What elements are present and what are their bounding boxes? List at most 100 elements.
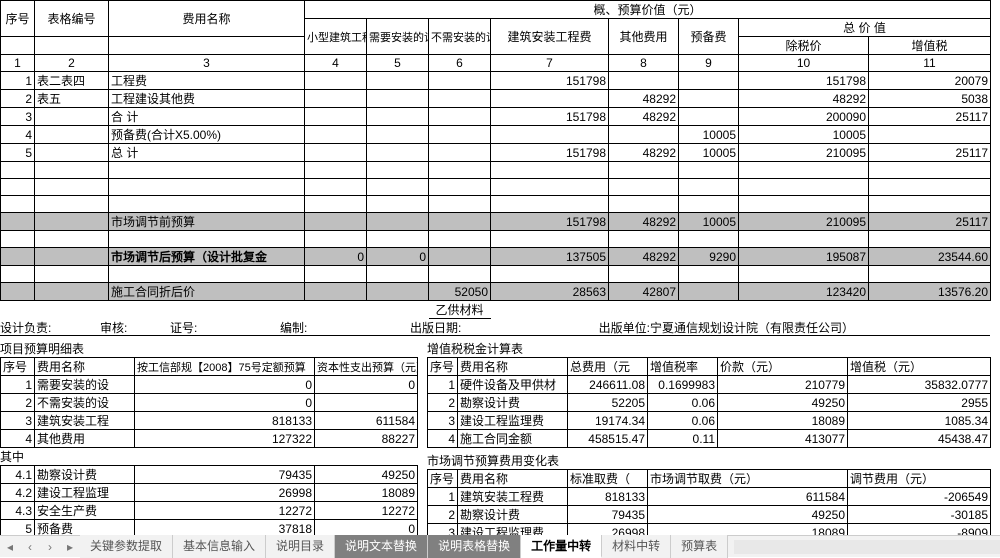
table-row[interactable]: 1建筑安装工程费818133611584-206549 <box>428 488 991 506</box>
cell <box>35 126 109 144</box>
table-row[interactable]: 2勘察设计费7943549250-30185 <box>428 506 991 524</box>
cell: 市场调节前预算 <box>109 213 305 231</box>
hdr: 调节费用（元） <box>848 470 991 488</box>
detail-header-row: 序号 费用名称 按工信部规【2008】75号定额预算 资本性支出预算（元） <box>1 358 418 376</box>
detail-table: 序号 费用名称 按工信部规【2008】75号定额预算 资本性支出预算（元） 1需… <box>0 357 418 448</box>
cell: 4 <box>1 126 35 144</box>
cell: 施工合同金额 <box>458 430 568 448</box>
shaded-row-pre[interactable]: 市场调节前预算 151798 48292 10005 210095 25117 <box>1 213 991 231</box>
sheet-tab[interactable]: 说明文本替换 <box>335 535 428 558</box>
horizontal-scrollbar[interactable] <box>734 540 1000 554</box>
cell: 123420 <box>739 283 869 301</box>
cell: 210095 <box>739 213 869 231</box>
cell: 4.3 <box>1 502 35 520</box>
table-row[interactable]: 3建设工程监理费19174.340.06180891085.34 <box>428 412 991 430</box>
cell <box>429 90 491 108</box>
table-row[interactable]: 4预备费(合计X5.00%)1000510005 <box>1 126 991 144</box>
cell: 0 <box>135 394 315 412</box>
hdr-construct: 建筑安装工程费 <box>491 19 609 55</box>
signature-row: 设计负责: 审核: 证号: 编制: 出版日期: 出版单位: 宁夏通信规划设计院（… <box>0 319 990 336</box>
table-row[interactable]: 3合 计1517984829220009025117 <box>1 108 991 126</box>
cell: 建筑安装工程费 <box>458 488 568 506</box>
cell: 151798 <box>739 72 869 90</box>
main-spreadsheet: 序号 表格编号 费用名称 概、预算价值（元） 小型建筑工程费 需要安装的设备 不… <box>0 0 990 556</box>
empty-row[interactable] <box>1 231 991 248</box>
table-row[interactable]: 2表五工程建设其他费48292482925038 <box>1 90 991 108</box>
cell <box>305 90 367 108</box>
sheet-tab[interactable]: 基本信息输入 <box>173 535 266 558</box>
hdr-tableno: 表格编号 <box>35 1 109 37</box>
table-row[interactable]: 1需要安装的设00 <box>1 376 418 394</box>
cert-label: 证号: <box>170 319 280 336</box>
tab-nav-first-icon[interactable]: ◂ <box>0 540 20 554</box>
cell: 25117 <box>869 108 991 126</box>
cell: 其他费用 <box>35 430 135 448</box>
cell <box>679 72 739 90</box>
cell: 9290 <box>679 248 739 266</box>
table-row[interactable]: 4其他费用12732288227 <box>1 430 418 448</box>
hdr: 序号 <box>1 358 35 376</box>
tab-nav-last-icon[interactable]: ▸ <box>60 540 80 554</box>
cell: 1 <box>428 376 458 394</box>
table-row[interactable]: 3建筑安装工程818133611584 <box>1 412 418 430</box>
hdr-noneed: 不需安装的设备工器具 <box>429 19 491 55</box>
table-row[interactable]: 4.2建设工程监理2699818089 <box>1 484 418 502</box>
cell: 20079 <box>869 72 991 90</box>
hdr: 价款（元） <box>718 358 848 376</box>
cell: 4 <box>428 430 458 448</box>
sheet-tab[interactable]: 说明表格替换 <box>428 535 521 558</box>
tab-nav-next-icon[interactable]: › <box>40 540 60 554</box>
table-row[interactable]: 2不需安装的设0 <box>1 394 418 412</box>
market-title: 市场调节预算费用变化表 <box>427 452 1000 469</box>
table-row[interactable]: 4.3安全生产费1227212272 <box>1 502 418 520</box>
vat-header-row: 序号 费用名称 总费用（元 增值税率 价款（元） 增值税（元） <box>428 358 991 376</box>
empty-row[interactable] <box>1 162 991 179</box>
cell: 0 <box>305 248 367 266</box>
colnum: 5 <box>367 55 429 72</box>
sheet-tab[interactable]: 材料中转 <box>602 535 671 558</box>
table-row[interactable]: 5总 计151798482921000521009525117 <box>1 144 991 162</box>
table-row[interactable]: 1硬件设备及甲供材246611.080.169998321077935832.0… <box>428 376 991 394</box>
cell: 48292 <box>609 108 679 126</box>
hdr: 序号 <box>428 358 458 376</box>
cell: 611584 <box>315 412 418 430</box>
empty-row[interactable] <box>1 266 991 283</box>
cell: 88227 <box>315 430 418 448</box>
cell: 12272 <box>315 502 418 520</box>
table-row[interactable]: 4施工合同金额458515.470.1141307745438.47 <box>428 430 991 448</box>
table-row[interactable]: 1表二表四工程费15179815179820079 <box>1 72 991 90</box>
hdr: 按工信部规【2008】75号定额预算 <box>135 358 315 376</box>
empty-row[interactable] <box>1 179 991 196</box>
colnum: 3 <box>109 55 305 72</box>
cell: 勘察设计费 <box>458 506 568 524</box>
sheet-tab[interactable]: 说明目录 <box>266 535 335 558</box>
cell: 12272 <box>135 502 315 520</box>
cell: 4.2 <box>1 484 35 502</box>
sheet-tab[interactable]: 工作量中转 <box>521 535 602 558</box>
supply-material-row[interactable]: 乙供材料 <box>1 301 991 319</box>
sheet-tab[interactable]: 关键参数提取 <box>80 535 173 558</box>
empty-row[interactable] <box>1 196 991 213</box>
cell <box>429 144 491 162</box>
colnum: 7 <box>491 55 609 72</box>
colnum: 4 <box>305 55 367 72</box>
cell <box>367 144 429 162</box>
table-row[interactable]: 2勘察设计费522050.06492502955 <box>428 394 991 412</box>
cell: -206549 <box>848 488 991 506</box>
design-label: 设计负责: <box>0 319 100 336</box>
hdr-need: 需要安装的设备 <box>367 19 429 55</box>
cell <box>679 90 739 108</box>
cell: 2 <box>1 394 35 412</box>
market-table: 序号 费用名称 标准取费（ 市场调节取费（元） 调节费用（元） 1建筑安装工程费… <box>427 469 991 542</box>
table-row[interactable]: 4.1勘察设计费7943549250 <box>1 466 418 484</box>
cell: 1 <box>1 376 35 394</box>
shaded-row-post[interactable]: 市场调节后预算（设计批复金 0 0 137505 48292 9290 1950… <box>1 248 991 266</box>
cell: 25117 <box>869 213 991 231</box>
cell: 246611.08 <box>568 376 648 394</box>
cell: 42807 <box>609 283 679 301</box>
shaded-row-contract[interactable]: 施工合同折后价 52050 28563 42807 123420 13576.2… <box>1 283 991 301</box>
cell: 49250 <box>315 466 418 484</box>
sheet-tab[interactable]: 预算表 <box>671 535 728 558</box>
tab-nav-prev-icon[interactable]: ‹ <box>20 540 40 554</box>
hdr: 费用名称 <box>35 358 135 376</box>
